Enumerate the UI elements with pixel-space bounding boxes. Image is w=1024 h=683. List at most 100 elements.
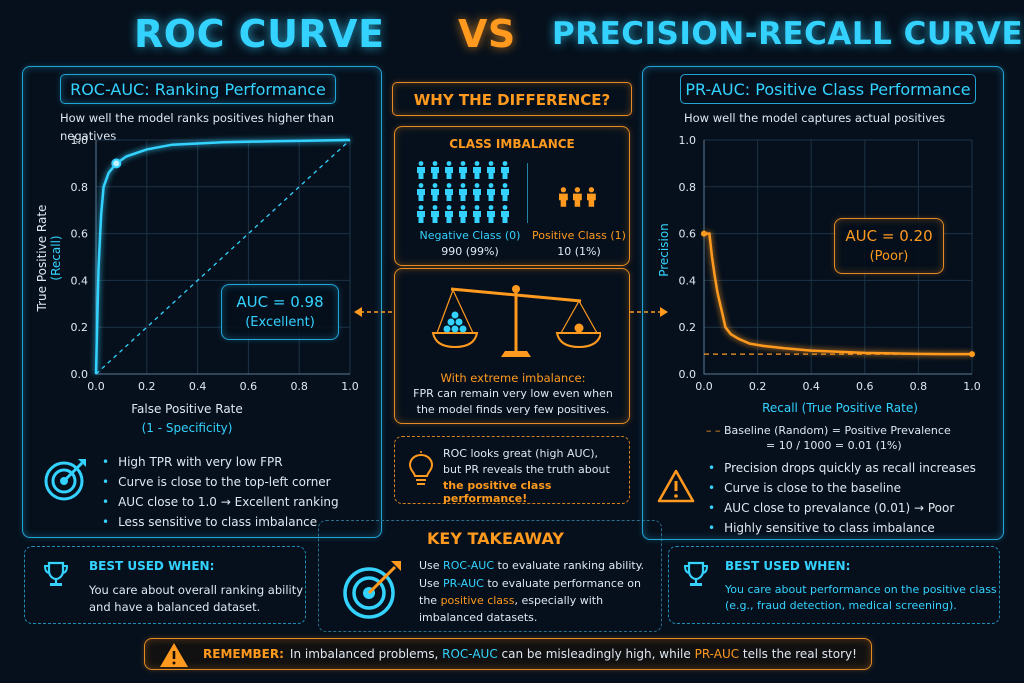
roc-chart: 0.0 0.2 0.4 0.6 0.8 1.0 0.0 0.2 0.4 0.6 0.8 1.0 Fal… xyxy=(35,134,359,435)
roc-best-used-text-1: You care about overall ranking ability xyxy=(89,583,304,597)
list-item: Precision drops quickly as recall increa… xyxy=(708,458,998,478)
pr-y-tick-label: 0.4 xyxy=(679,274,697,287)
roc-x-tick-label: 1.0 xyxy=(341,380,359,393)
person-icon xyxy=(431,189,439,201)
pr-end-point xyxy=(969,351,975,358)
key-takeaway-box: KEY TAKEAWAY Use ROC-AUC to evaluate ran… xyxy=(318,520,662,632)
pr-x-tick-label: 0.4 xyxy=(802,380,820,393)
pr-x-tick-label: 0.0 xyxy=(695,380,713,393)
pr-curve-title: PRECISION-RECALL CURVE xyxy=(552,16,1024,52)
roc-best-used-box: BEST USED WHEN: You care about overall r… xyxy=(24,546,306,624)
list-item: AUC close to prevalance (0.01) → Poor xyxy=(708,498,998,518)
roc-random-baseline xyxy=(95,139,351,375)
person-icon xyxy=(459,167,467,179)
target-icon xyxy=(339,557,405,627)
trophy-icon xyxy=(43,560,69,592)
person-icon xyxy=(501,211,509,223)
pr-bullet-list: Precision drops quickly as recall increa… xyxy=(708,458,998,538)
roc-y-tick-label: 1.0 xyxy=(71,134,89,147)
roc-y-axis-sublabel: (Recall) xyxy=(49,235,63,280)
person-icon xyxy=(559,193,568,207)
negative-class-people-icon xyxy=(417,161,509,223)
roc-bullet-list: High TPR with very low FPR Curve is clos… xyxy=(102,452,372,532)
person-icon xyxy=(587,193,596,207)
person-icon xyxy=(460,161,466,166)
list-item: AUC close to 1.0 → Excellent ranking xyxy=(102,492,372,512)
person-icon xyxy=(432,205,438,210)
takeaway-line-1: Use ROC-AUC to evaluate ranking ability. xyxy=(419,559,645,572)
roc-x-axis-sublabel: (1 - Specificity) xyxy=(142,421,233,435)
pr-x-tick-label: 0.2 xyxy=(749,380,767,393)
person-icon xyxy=(488,183,494,188)
roc-panel xyxy=(22,66,382,538)
roc-x-tick-label: 0.8 xyxy=(290,380,308,393)
roc-y-tick-label: 0.8 xyxy=(71,181,89,194)
negative-class-count: 990 (99%) xyxy=(441,245,499,258)
pr-auc-label: (Poor) xyxy=(869,249,909,264)
remember-text: REMEMBER: In imbalanced problems, ROC-AUC… xyxy=(203,647,857,661)
scale-panel: With extreme imbalance: FPR can remain v… xyxy=(394,268,630,424)
person-icon xyxy=(560,187,567,193)
pr-y-axis-label: Precision xyxy=(657,223,671,277)
list-item: Curve is close to the baseline xyxy=(708,478,998,498)
person-icon xyxy=(502,161,508,166)
warning-icon xyxy=(159,642,189,672)
takeaway-line-3: the positive class, especially with xyxy=(419,594,604,607)
list-item: High TPR with very low FPR xyxy=(102,452,372,472)
roc-x-tick-label: 0.0 xyxy=(87,380,105,393)
person-icon xyxy=(446,205,452,210)
pr-y-tick-label: 0.0 xyxy=(679,368,697,381)
person-icon xyxy=(588,187,595,193)
pr-best-used-text-2: (e.g., fraud detection, medical screenin… xyxy=(725,599,957,612)
person-icon xyxy=(417,189,425,201)
person-icon xyxy=(417,211,425,223)
class-imbalance-title: CLASS IMBALANCE xyxy=(449,137,575,151)
person-icon xyxy=(487,211,495,223)
roc-best-used-text-2: and have a balanced dataset. xyxy=(89,600,261,614)
roc-auc-value: AUC = 0.98 xyxy=(236,293,324,311)
target-icon xyxy=(40,455,90,509)
roc-panel-title: ROC-AUC: Ranking Performance xyxy=(60,74,336,104)
negative-class-label: Negative Class (0) xyxy=(419,229,521,242)
positive-class-count: 10 (1%) xyxy=(557,245,601,258)
person-icon xyxy=(418,183,424,188)
extreme-imbalance-text-2: the model finds very few positives. xyxy=(416,403,610,416)
person-icon xyxy=(573,193,582,207)
person-icon xyxy=(474,161,480,166)
person-icon xyxy=(445,189,453,201)
person-icon xyxy=(502,205,508,210)
person-icon xyxy=(501,189,509,201)
insight-text-3: the positive class performance! xyxy=(443,479,552,505)
pr-y-tick-label: 0.8 xyxy=(679,181,697,194)
key-takeaway-title: KEY TAKEAWAY xyxy=(427,529,564,548)
pr-subtitle: How well the model captures actual posit… xyxy=(684,111,946,125)
pr-x-tick-label: 0.6 xyxy=(856,380,874,393)
pr-panel-title: PR-AUC: Positive Class Performance xyxy=(680,74,976,104)
insight-box: ROC looks great (high AUC), but PR revea… xyxy=(394,436,630,505)
person-icon xyxy=(418,161,424,166)
roc-curve-title: ROC CURVE xyxy=(134,12,385,56)
person-icon xyxy=(487,189,495,201)
roc-x-tick-label: 0.4 xyxy=(189,380,207,393)
insight-text-2: but PR reveals the truth about xyxy=(443,463,610,476)
pr-axes xyxy=(703,140,972,375)
roc-y-tick-label: 0.6 xyxy=(71,228,89,241)
roc-auc-box: AUC = 0.98 (Excellent) xyxy=(221,284,339,340)
person-icon xyxy=(445,211,453,223)
remember-bar: REMEMBER: In imbalanced problems, ROC-AUC… xyxy=(144,638,872,670)
person-icon xyxy=(417,167,425,179)
list-item: Less sensitive to class imbalance xyxy=(102,512,372,532)
lightbulb-icon xyxy=(407,451,435,491)
warning-icon xyxy=(656,468,696,508)
why-difference-title: WHY THE DIFFERENCE? xyxy=(392,82,632,116)
roc-y-tick-label: 0.2 xyxy=(71,321,89,334)
positive-class-people-icon xyxy=(559,187,596,207)
person-icon xyxy=(488,205,494,210)
person-icon xyxy=(431,167,439,179)
left-arrow-icon xyxy=(354,307,392,317)
person-icon xyxy=(431,211,439,223)
trophy-icon xyxy=(683,560,709,592)
pr-best-used-title: BEST USED WHEN: xyxy=(725,559,851,573)
pr-y-tick-label: 0.6 xyxy=(679,228,697,241)
pr-best-used-box: BEST USED WHEN: You care about performan… xyxy=(668,546,1000,624)
